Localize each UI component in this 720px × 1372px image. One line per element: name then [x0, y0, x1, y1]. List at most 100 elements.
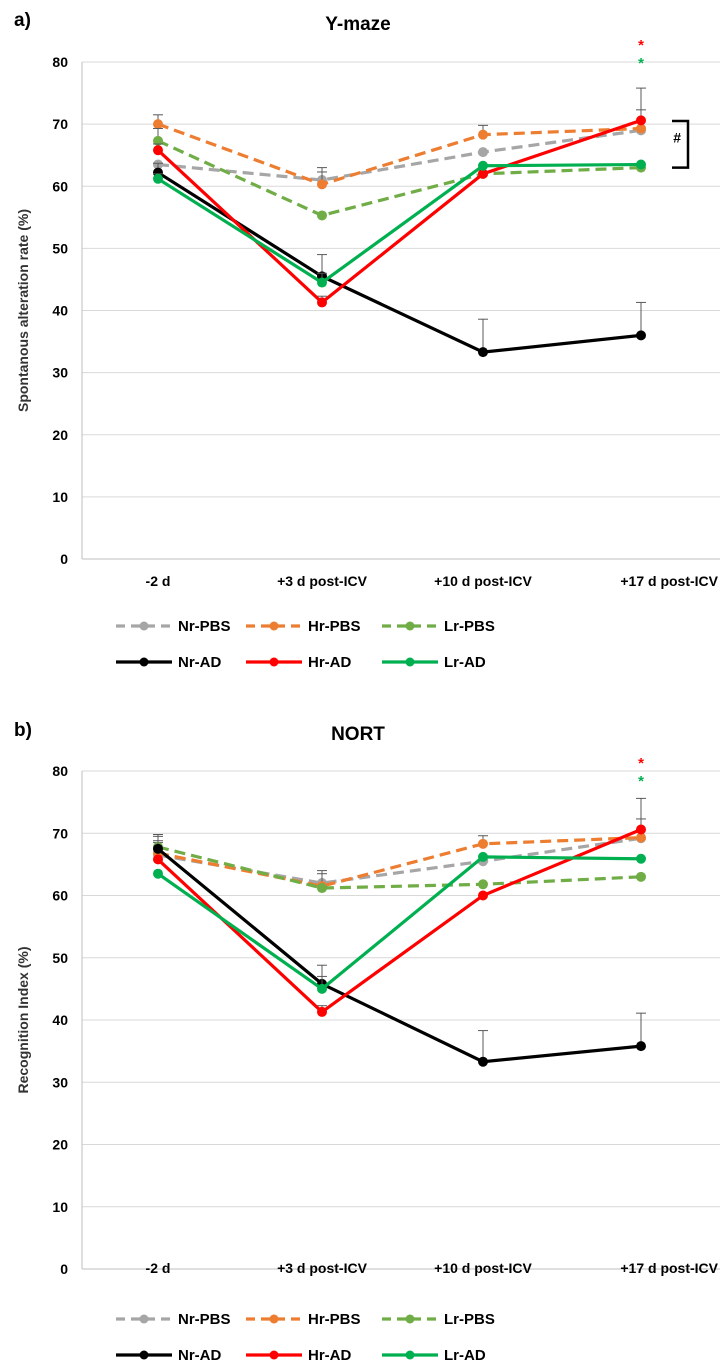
legend-marker: [405, 657, 415, 667]
data-point: [636, 871, 646, 882]
data-point: [317, 883, 327, 894]
legend-item-lr-pbs: Lr-PBS: [382, 618, 495, 635]
legend-label: Lr-PBS: [444, 1311, 495, 1328]
y-tick-label: 70: [52, 825, 68, 841]
y-axis-label: Recognition Index (%): [15, 947, 31, 1094]
legend-marker: [269, 1350, 279, 1360]
data-point: [478, 160, 488, 171]
legend-marker: [405, 621, 415, 631]
y-tick-label: 60: [52, 178, 68, 194]
series-lr-ad: [153, 159, 646, 288]
data-point: [317, 277, 327, 288]
hash-annotation: #: [673, 129, 681, 145]
chart-title: NORT: [331, 724, 385, 745]
y-tick-label: 10: [52, 489, 68, 505]
legend-label: Hr-PBS: [308, 618, 361, 635]
legend-item-hr-pbs: Hr-PBS: [246, 618, 361, 635]
y-tick-label: 60: [52, 888, 68, 904]
y-tick-label: 50: [52, 240, 68, 256]
legend-marker: [139, 621, 149, 631]
legend-marker: [139, 1314, 149, 1324]
panel-b: b) NORT 0 10 20 30 40 50 60 70 80 -2 d +3 d post-ICV…: [0, 686, 720, 1372]
series-line: [156, 828, 642, 1014]
data-point: [636, 1041, 646, 1052]
legend-label: Hr-AD: [308, 654, 351, 671]
chart-panel-b: b) NORT 0 10 20 30 40 50 60 70 80 -2 d +3 d post-ICV…: [14, 720, 720, 1364]
y-tick-label: 20: [52, 1137, 68, 1153]
data-point: [153, 135, 163, 146]
chart-title: Y-maze: [325, 14, 390, 35]
legend-label: Hr-AD: [308, 1347, 351, 1364]
series-nr-ad: [153, 835, 646, 1067]
data-point: [478, 1056, 488, 1067]
y-tick-label: 30: [52, 1074, 68, 1090]
legend-label: Nr-AD: [178, 1347, 221, 1364]
data-point: [636, 123, 646, 134]
y-tick-label: 40: [52, 1012, 68, 1028]
legend-item-lr-ad: Lr-AD: [382, 654, 486, 671]
x-tick-label: +10 d post-ICV: [434, 1260, 532, 1276]
legend-item-hr-ad: Hr-AD: [246, 1347, 351, 1364]
data-point: [317, 297, 327, 308]
data-point: [636, 832, 646, 843]
series-line: [157, 162, 642, 285]
x-tick-label: +17 d post-ICV: [620, 573, 718, 589]
series-line: [157, 855, 642, 991]
legend-item-nr-ad: Nr-AD: [116, 654, 221, 671]
y-tick-label: 50: [52, 950, 68, 966]
data-point: [153, 145, 163, 156]
data-point: [478, 890, 488, 901]
series-lr-ad: [153, 851, 646, 994]
data-point: [478, 147, 488, 158]
data-point: [317, 983, 327, 994]
series-line: [157, 171, 642, 354]
y-tick-label: 0: [60, 1261, 68, 1277]
legend-marker: [269, 1314, 279, 1324]
legend-item-nr-pbs: Nr-PBS: [116, 618, 231, 635]
data-point: [478, 851, 488, 862]
series-line: [156, 847, 642, 1064]
x-tick-label: +3 d post-ICV: [277, 1260, 368, 1276]
y-tick-label: 80: [52, 763, 68, 779]
series-hr-pbs: [153, 109, 646, 190]
data-point: [478, 168, 488, 179]
legend-marker: [405, 1314, 415, 1324]
y-tick-label: 0: [60, 551, 68, 567]
data-point: [478, 129, 488, 140]
data-point: [153, 854, 163, 865]
series-nr-pbs: [153, 833, 646, 889]
legend-item-nr-pbs: Nr-PBS: [116, 1311, 231, 1328]
gridlines: [82, 61, 720, 498]
series-hr-ad: [153, 797, 646, 1017]
series-line: [157, 836, 642, 888]
y-tick-label: 30: [52, 365, 68, 381]
legend-item-lr-pbs: Lr-PBS: [382, 1311, 495, 1328]
legend-marker: [269, 621, 279, 631]
legend-item-hr-pbs: Hr-PBS: [246, 1311, 361, 1328]
series-line: [157, 836, 642, 885]
series-hr-pbs: [153, 818, 646, 892]
series-line: [157, 128, 642, 182]
series-line: [157, 139, 642, 218]
panel-label: a): [14, 10, 31, 31]
legend-label: Hr-PBS: [308, 1311, 361, 1328]
y-tick-label: 80: [52, 54, 68, 70]
data-point: [317, 1006, 327, 1017]
significance-star: *: [638, 773, 644, 790]
y-tick-label: 20: [52, 427, 68, 443]
data-point: [636, 159, 646, 170]
data-point: [478, 879, 488, 890]
significance-star: *: [638, 37, 644, 54]
data-point: [478, 838, 488, 849]
legend-item-lr-ad: Lr-AD: [382, 1347, 486, 1364]
x-tick-label: -2 d: [146, 1260, 171, 1276]
legend-label: Lr-AD: [444, 654, 486, 671]
legend-label: Nr-PBS: [178, 618, 231, 635]
data-point: [636, 115, 646, 126]
y-axis-label: Spontanous alteration rate (%): [15, 209, 31, 412]
data-point: [317, 179, 327, 190]
data-point: [478, 347, 488, 358]
data-point: [317, 210, 327, 221]
data-point: [636, 853, 646, 864]
data-point: [153, 868, 163, 879]
